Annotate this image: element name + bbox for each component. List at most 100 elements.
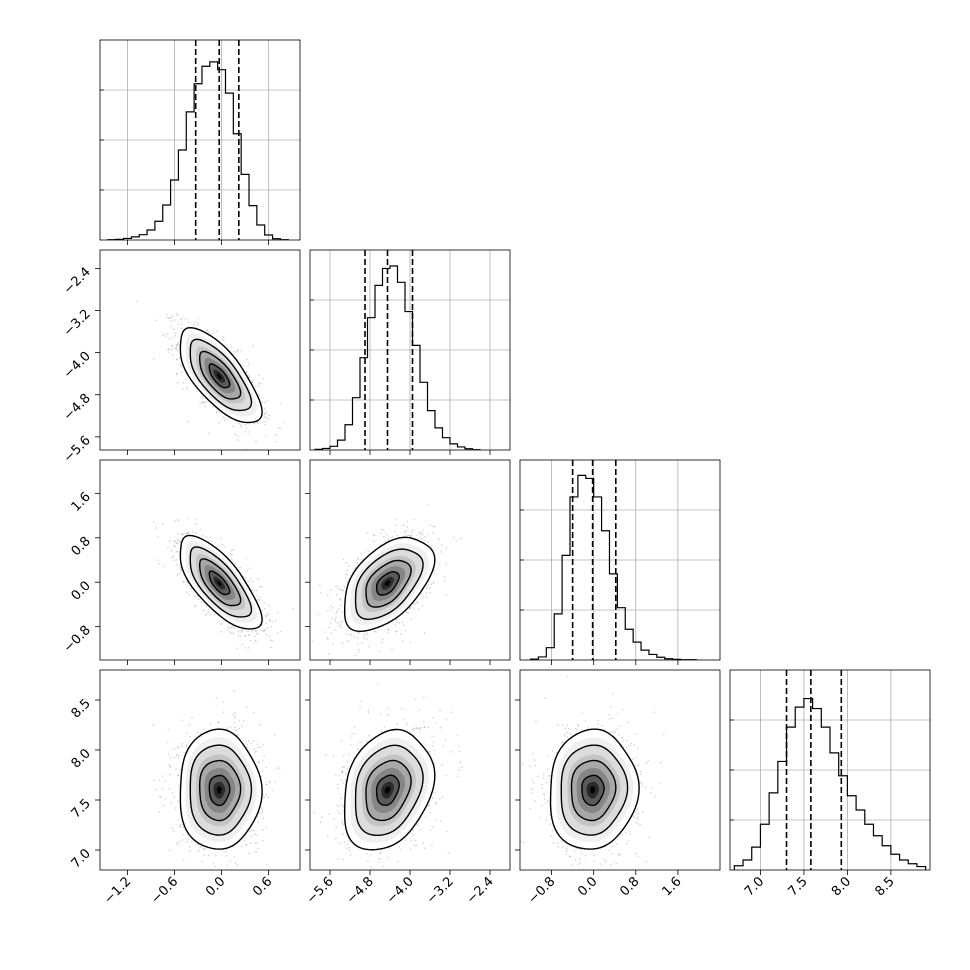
scatter-point [268, 635, 271, 638]
scatter-point [244, 577, 247, 579]
density-fill [216, 786, 222, 794]
scatter-point [435, 801, 437, 804]
scatter-point [153, 521, 155, 523]
scatter-point [327, 610, 329, 612]
scatter-point [552, 842, 555, 844]
scatter-point [158, 795, 161, 798]
scatter-point [547, 755, 550, 758]
scatter-point [251, 629, 254, 632]
scatter-point [263, 608, 266, 610]
scatter-point [432, 797, 434, 799]
scatter-point [414, 603, 417, 605]
scatter-point [367, 860, 369, 862]
scatter-point [230, 632, 233, 634]
scatter-point [227, 625, 230, 628]
scatter-point [247, 374, 249, 376]
scatter-point [176, 382, 179, 384]
scatter-point [335, 826, 337, 829]
scatter-point [555, 752, 558, 754]
scatter-point [164, 780, 167, 783]
contour-line [581, 774, 605, 807]
scatter-point [413, 608, 415, 610]
scatter-point [345, 772, 347, 775]
scatter-point [242, 364, 244, 367]
scatter-point [401, 707, 403, 710]
scatter-point [175, 373, 178, 376]
scatter-point [169, 765, 172, 768]
scatter-point [173, 756, 176, 759]
scatter-point [458, 745, 460, 747]
scatter-point [251, 588, 253, 591]
scatter-point [167, 728, 170, 731]
scatter-point [408, 534, 411, 537]
scatter-point [387, 537, 390, 540]
scatter-point [341, 820, 343, 823]
scatter-point [232, 353, 235, 355]
scatter-point [548, 774, 550, 777]
density-fill [216, 580, 222, 587]
scatter-point [395, 619, 397, 621]
scatter-point [269, 620, 271, 622]
scatter-point [341, 620, 343, 622]
scatter-point [263, 401, 266, 404]
scatter-point [415, 844, 418, 847]
scatter-point [339, 623, 342, 625]
scatter-point [197, 324, 199, 326]
scatter-point [557, 724, 559, 726]
scatter-point [533, 759, 536, 761]
scatter-point [354, 636, 356, 638]
scatter-point [244, 431, 247, 433]
scatter-point [244, 423, 246, 426]
scatter-point [391, 649, 393, 651]
scatter-point [152, 357, 155, 360]
scatter-point [396, 618, 399, 621]
x-tick-label: 8.0 [829, 874, 854, 899]
scatter-point [379, 852, 382, 855]
scatter-point [263, 755, 265, 757]
scatter-point [332, 643, 334, 645]
scatter-point [331, 617, 333, 620]
scatter-point [203, 401, 206, 403]
scatter-point [182, 534, 185, 536]
scatter-point [199, 732, 202, 735]
scatter-point [417, 824, 420, 827]
scatter-point [246, 569, 248, 572]
scatter-point [357, 748, 360, 751]
hist-panel-0 [99, 39, 301, 245]
scatter-point [174, 319, 176, 321]
scatter-point [645, 860, 648, 863]
scatter-panel-0-3-border [99, 669, 301, 871]
scatter-point [207, 610, 210, 613]
scatter-point [346, 843, 349, 845]
scatter-point [637, 855, 640, 858]
scatter-point [430, 544, 433, 547]
scatter-point [262, 829, 264, 831]
scatter-point [410, 535, 412, 538]
scatter-point [283, 421, 286, 424]
scatter-point [216, 411, 218, 413]
scatter-point [343, 841, 346, 844]
scatter-point [261, 629, 264, 632]
scatter-point [245, 706, 248, 709]
scatter-point [439, 820, 442, 822]
scatter-point [334, 619, 336, 622]
scatter-point [164, 335, 167, 338]
scatter-point [396, 621, 398, 624]
scatter-point [407, 534, 410, 536]
scatter-point [238, 719, 241, 722]
scatter-point [534, 764, 537, 767]
scatter-point [253, 752, 256, 754]
scatter-point [201, 860, 203, 863]
scatter-point [434, 819, 437, 822]
scatter-point [194, 605, 196, 607]
scatter-point [327, 638, 329, 640]
scatter-point [456, 734, 459, 736]
scatter-point [409, 848, 412, 850]
scatter-point [438, 538, 440, 540]
scatter-point [342, 782, 345, 784]
scatter-point [247, 431, 250, 433]
scatter-point [195, 390, 198, 393]
scatter-point [177, 550, 179, 553]
scatter-point [247, 633, 250, 636]
contour-line [375, 774, 400, 806]
